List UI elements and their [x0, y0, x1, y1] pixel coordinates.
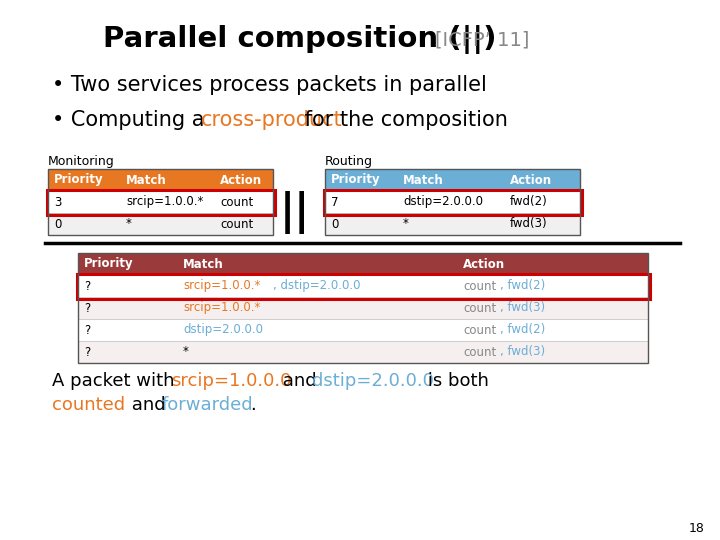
Bar [325, 169, 580, 191]
Text: counted: counted [52, 396, 125, 414]
Text: ?: ? [84, 280, 90, 293]
Text: count: count [463, 323, 496, 336]
Bar [48, 169, 273, 235]
Text: *: * [183, 346, 189, 359]
Text: ?: ? [84, 301, 90, 314]
Text: Priority: Priority [84, 258, 134, 271]
Text: count: count [463, 346, 496, 359]
Text: Action: Action [220, 173, 262, 186]
Text: ?: ? [84, 323, 90, 336]
Text: A packet with: A packet with [52, 372, 180, 390]
Text: 18: 18 [689, 522, 705, 535]
Text: Match: Match [403, 173, 444, 186]
Text: Routing: Routing [325, 155, 373, 168]
Bar [78, 297, 648, 319]
Bar [78, 341, 648, 363]
Text: forwarded: forwarded [162, 396, 253, 414]
Text: Monitoring: Monitoring [48, 155, 114, 168]
Text: 7: 7 [331, 195, 338, 208]
Text: • Two services process packets in parallel: • Two services process packets in parall… [52, 75, 487, 95]
Bar [76, 273, 649, 299]
Text: [ICFP’ 11]: [ICFP’ 11] [435, 30, 529, 50]
Bar [48, 169, 273, 191]
Bar [325, 213, 580, 235]
Bar [325, 169, 580, 235]
Text: count: count [463, 301, 496, 314]
Bar [48, 191, 273, 213]
Text: , fwd(2): , fwd(2) [500, 280, 545, 293]
Text: 0: 0 [54, 218, 61, 231]
Text: , dstip=2.0.0.0: , dstip=2.0.0.0 [273, 280, 361, 293]
Bar [48, 213, 273, 235]
Text: *: * [403, 218, 409, 231]
Text: , fwd(3): , fwd(3) [500, 301, 545, 314]
Text: , fwd(3): , fwd(3) [500, 346, 545, 359]
Text: Parallel composition (||): Parallel composition (||) [0, 539, 1, 540]
Text: dstip=2.0.0.0: dstip=2.0.0.0 [403, 195, 483, 208]
Text: Parallel composition (||): Parallel composition (||) [103, 25, 507, 55]
Text: and: and [126, 396, 171, 414]
Text: srcip=1.0.0.*: srcip=1.0.0.* [183, 280, 261, 293]
Text: , fwd(2): , fwd(2) [500, 323, 545, 336]
Text: Priority: Priority [54, 173, 104, 186]
Bar [78, 319, 648, 341]
Text: and: and [277, 372, 323, 390]
Text: Action: Action [510, 173, 552, 186]
Text: is both: is both [422, 372, 489, 390]
Text: count: count [220, 218, 253, 231]
Text: count: count [220, 195, 253, 208]
Text: cross-product: cross-product [201, 110, 343, 130]
Text: Priority: Priority [331, 173, 381, 186]
Text: ?: ? [84, 346, 90, 359]
Text: srcip=1.0.0.*: srcip=1.0.0.* [183, 301, 261, 314]
Bar [325, 191, 580, 213]
Text: fwd(3): fwd(3) [510, 218, 548, 231]
Text: fwd(2): fwd(2) [510, 195, 548, 208]
Text: Parallel composition (||) [ICFP’ 11]: Parallel composition (||) [ICFP’ 11] [100, 25, 666, 55]
Text: Match: Match [183, 258, 224, 271]
Bar [78, 253, 648, 275]
Text: 0: 0 [331, 218, 338, 231]
Text: dstip=2.0.0.0: dstip=2.0.0.0 [183, 323, 263, 336]
Text: Action: Action [463, 258, 505, 271]
Text: for the composition: for the composition [298, 110, 508, 130]
Bar [47, 190, 274, 214]
Text: • Computing a: • Computing a [52, 110, 211, 130]
Bar [78, 253, 648, 363]
Text: Match: Match [126, 173, 167, 186]
Bar [78, 275, 648, 297]
Text: *: * [126, 218, 132, 231]
Bar [323, 190, 582, 214]
Text: srcip=1.0.0.0: srcip=1.0.0.0 [171, 372, 292, 390]
Text: .: . [250, 396, 256, 414]
Text: count: count [463, 280, 496, 293]
Text: ||: || [280, 192, 310, 234]
Text: 3: 3 [54, 195, 61, 208]
Text: srcip=1.0.0.*: srcip=1.0.0.* [126, 195, 203, 208]
Text: dstip=2.0.0.0: dstip=2.0.0.0 [312, 372, 434, 390]
